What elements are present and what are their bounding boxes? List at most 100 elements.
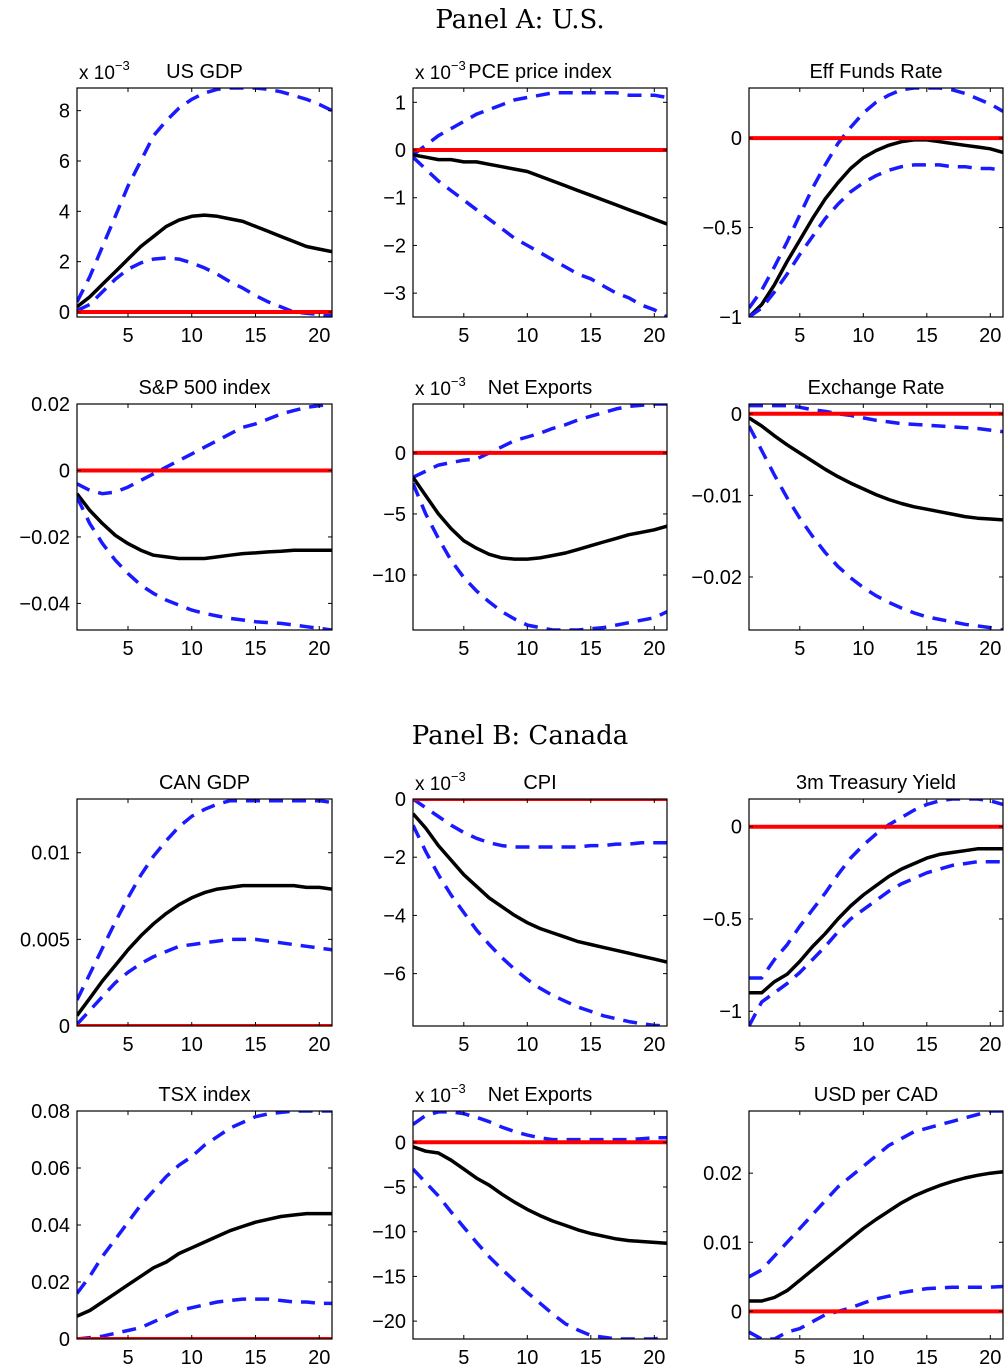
chart-title: CPI: [523, 772, 556, 794]
lower-band-line: [749, 425, 1003, 630]
y-tick-label: 0: [731, 404, 742, 426]
axis-scale-label: x 10−3: [415, 374, 466, 400]
y-tick-label: −10: [372, 1222, 406, 1244]
x-tick-label: 15: [916, 1347, 938, 1369]
series-group: [749, 799, 1003, 1026]
x-tick-label: 10: [516, 638, 538, 660]
axes-box: [76, 403, 333, 631]
y-tick-label: −10: [372, 565, 406, 587]
axes-box: [412, 87, 668, 318]
upper-band-line: [749, 404, 1003, 434]
series-group: [749, 88, 1003, 317]
y-tick-label: 0: [395, 789, 406, 811]
y-tick-label: −0.5: [703, 218, 742, 240]
point-estimate-line: [749, 138, 1003, 317]
y-tick-label: −4: [383, 905, 406, 927]
y-tick-label: 0.08: [31, 1101, 70, 1123]
x-tick-label: 10: [852, 638, 874, 660]
x-tick-label: 20: [979, 1347, 1001, 1369]
upper-band-line: [413, 1111, 667, 1142]
point-estimate-line: [749, 1170, 1003, 1303]
chart-net-exports-4: 5 10 15 20 −10 −5 0 Net Exports x 10−3: [372, 374, 668, 660]
axes-box: [412, 403, 668, 631]
series-group: [749, 1111, 1003, 1339]
y-tick-label: −0.5: [703, 909, 742, 931]
chart-title: S&P 500 index: [139, 377, 271, 399]
lower-band-line: [413, 824, 667, 1026]
series-group: [413, 91, 667, 317]
x-tick-label: 20: [308, 1034, 330, 1056]
axes-box: [748, 403, 1004, 631]
axes-box: [412, 798, 668, 1027]
chart-exchange-rate-5: 5 10 15 20 −0.02 −0.01 0 Exchange Rate: [691, 377, 1004, 660]
chart-net-exports-10: 5 10 15 20 −20 −15 −10 −5 0 Net Exports x 10−3: [372, 1081, 668, 1369]
y-tick-label: 4: [59, 201, 70, 223]
y-tick-label: 0.06: [31, 1158, 70, 1180]
x-tick-label: 5: [122, 325, 133, 347]
point-estimate-line: [77, 492, 332, 561]
x-tick-label: 5: [122, 638, 133, 660]
y-tick-label: −2: [383, 235, 406, 257]
x-tick-label: 20: [308, 638, 330, 660]
axes-box: [76, 87, 333, 318]
point-estimate-line: [77, 213, 332, 309]
x-tick-label: 10: [852, 325, 874, 347]
x-tick-label: 15: [580, 1034, 602, 1056]
y-tick-label: −3: [383, 283, 406, 305]
chart-us-gdp-0: 5 10 15 20 0 2 4 6 8 US GDP x 10−3: [59, 58, 333, 347]
axis-scale-label: x 10−3: [79, 58, 130, 84]
x-tick-label: 20: [643, 1034, 665, 1056]
point-estimate-line: [77, 883, 332, 1017]
x-tick-label: 5: [458, 1347, 469, 1369]
x-tick-label: 10: [516, 1034, 538, 1056]
upper-band-line: [413, 91, 667, 157]
point-estimate-line: [413, 1145, 667, 1246]
y-tick-label: −1: [719, 307, 742, 329]
upper-band-line: [749, 1111, 1003, 1279]
chart-tsx-index-9: 5 10 15 20 0 0.02 0.04 0.06 0.08 TSX index: [31, 1084, 333, 1369]
axis-scale-label: x 10−3: [415, 769, 466, 795]
x-tick-label: 5: [458, 1034, 469, 1056]
y-tick-label: 0: [395, 443, 406, 465]
chart-title: Net Exports: [488, 377, 592, 399]
point-estimate-line: [749, 416, 1003, 522]
y-tick-label: −1: [383, 188, 406, 210]
series-group: [413, 1111, 667, 1339]
x-tick-label: 20: [979, 1034, 1001, 1056]
y-tick-label: −0.01: [691, 485, 742, 507]
chart-title: Exchange Rate: [808, 377, 945, 399]
lower-band-line: [77, 496, 332, 630]
x-tick-label: 15: [916, 638, 938, 660]
x-tick-label: 5: [794, 638, 805, 660]
series-group: [77, 1111, 332, 1339]
y-tick-label: −5: [383, 504, 406, 526]
x-tick-label: 15: [916, 325, 938, 347]
x-tick-label: 20: [308, 325, 330, 347]
chart-cpi-7: 5 10 15 20 −6 −4 −2 0 CPI x 10−3: [383, 769, 668, 1056]
y-tick-label: 0: [59, 1016, 70, 1038]
lower-band-line: [413, 482, 667, 630]
series-group: [77, 404, 332, 630]
y-tick-label: 0.01: [31, 843, 70, 865]
y-tick-label: 0.01: [703, 1232, 742, 1254]
upper-band-line: [413, 404, 667, 479]
point-estimate-line: [77, 1211, 332, 1318]
lower-band-line: [413, 155, 667, 317]
chart-title: PCE price index: [468, 61, 611, 83]
x-tick-label: 5: [794, 325, 805, 347]
lower-band-line: [77, 1297, 332, 1339]
y-tick-label: 0.02: [31, 1272, 70, 1294]
upper-band-line: [77, 404, 332, 496]
y-tick-label: 6: [59, 151, 70, 173]
y-tick-label: −20: [372, 1311, 406, 1333]
lower-band-line: [77, 937, 332, 1026]
chart-title: TSX index: [158, 1084, 250, 1106]
chart-title: Net Exports: [488, 1084, 592, 1106]
y-tick-label: 0.02: [703, 1163, 742, 1185]
x-tick-label: 20: [979, 325, 1001, 347]
x-tick-label: 10: [181, 1347, 203, 1369]
y-tick-label: 0: [731, 128, 742, 150]
chart-title: CAN GDP: [159, 772, 250, 794]
